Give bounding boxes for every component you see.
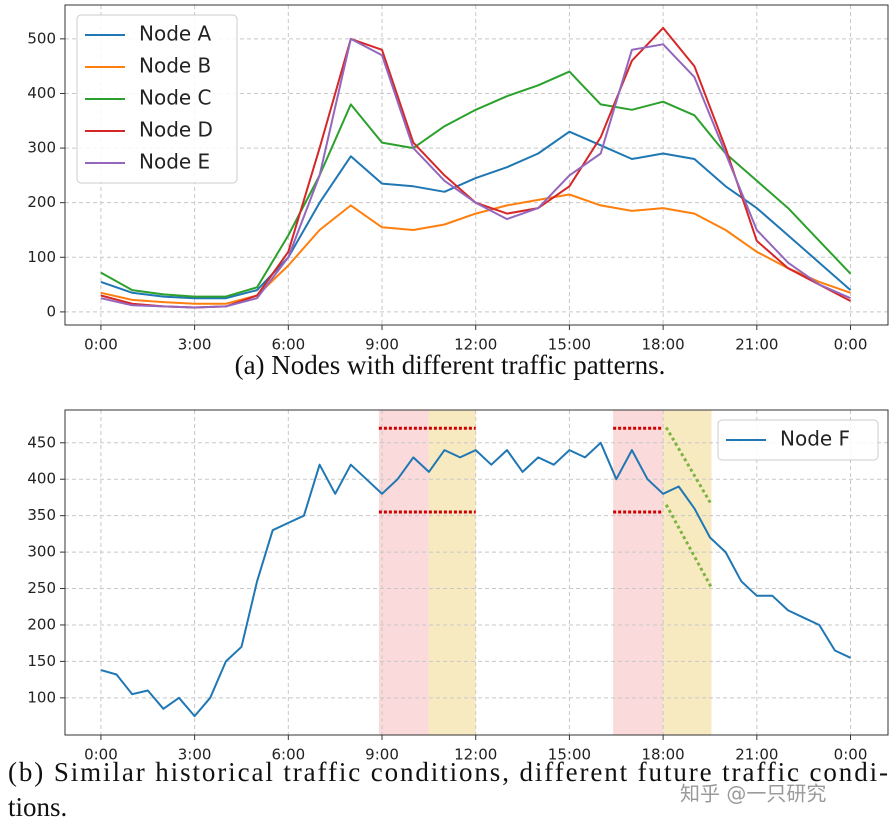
x-tick-label: 0:00 xyxy=(834,336,868,354)
legend-label: Node F xyxy=(780,427,850,451)
x-tick-label: 15:00 xyxy=(548,746,591,764)
legend-label: Node A xyxy=(139,22,212,46)
chart: 0:00 3:00 6:00 9:00 12:00 15:00 18:00 21:00 0:00… xyxy=(27,4,889,380)
y-tick-label: 350 xyxy=(27,506,56,524)
y-tick-label: 500 xyxy=(27,29,56,47)
x-tick-label: 9:00 xyxy=(365,336,399,354)
caption: tions. xyxy=(8,792,67,822)
x-tick-label: 3:00 xyxy=(178,746,212,764)
data-line xyxy=(100,37,851,309)
x-tick-label: 9:00 xyxy=(365,746,399,764)
data-line xyxy=(100,130,852,300)
shaded-region xyxy=(378,410,429,735)
x-tick-label: 18:00 xyxy=(642,746,685,764)
shaded-region xyxy=(613,410,664,735)
x-tick-label: 6:00 xyxy=(271,746,305,764)
legend-label: Node C xyxy=(139,86,212,110)
chart: 0:00 3:00 6:00 9:00 12:00 15:00 18:00 21:00 0:00… xyxy=(8,409,889,822)
y-tick-label: 450 xyxy=(27,433,56,451)
shaded-region xyxy=(663,410,712,735)
trend-line xyxy=(664,426,713,506)
x-tick-label: 3:00 xyxy=(178,336,212,354)
y-tick-label: 200 xyxy=(27,615,56,633)
trend-line xyxy=(664,504,713,589)
data-line xyxy=(100,193,851,305)
y-tick-label: 300 xyxy=(27,139,56,157)
x-tick-label: 12:00 xyxy=(454,336,497,354)
x-tick-label: 18:00 xyxy=(642,336,685,354)
y-tick-label: 100 xyxy=(27,248,56,266)
x-tick-label: 0:00 xyxy=(834,746,868,764)
x-tick-label: 6:00 xyxy=(271,336,305,354)
legend-label: Node D xyxy=(139,118,213,142)
legend-label: Node E xyxy=(139,150,210,174)
y-tick-label: 400 xyxy=(27,84,56,102)
y-tick-label: 400 xyxy=(27,470,56,488)
data-line xyxy=(100,441,851,718)
caption: (a) Nodes with different traffic pattern… xyxy=(235,350,666,380)
x-tick-label: 15:00 xyxy=(548,336,591,354)
watermark: 知乎 @一只研究 xyxy=(680,782,826,806)
legend-box xyxy=(717,419,879,461)
legend-box xyxy=(76,14,238,184)
x-tick-label: 0:00 xyxy=(84,336,118,354)
x-tick-label: 12:00 xyxy=(454,746,497,764)
y-tick-label: 0 xyxy=(46,302,56,320)
y-tick-label: 250 xyxy=(27,579,56,597)
y-tick-label: 200 xyxy=(27,193,56,211)
shaded-region xyxy=(428,410,476,735)
x-tick-label: 21:00 xyxy=(735,336,778,354)
y-tick-label: 150 xyxy=(27,652,56,670)
plot-frame xyxy=(64,4,889,326)
y-tick-label: 300 xyxy=(27,543,56,561)
x-tick-label: 0:00 xyxy=(84,746,118,764)
x-tick-label: 21:00 xyxy=(735,746,778,764)
plot-frame xyxy=(64,409,889,736)
legend-label: Node B xyxy=(139,54,211,78)
y-tick-label: 100 xyxy=(27,688,56,706)
